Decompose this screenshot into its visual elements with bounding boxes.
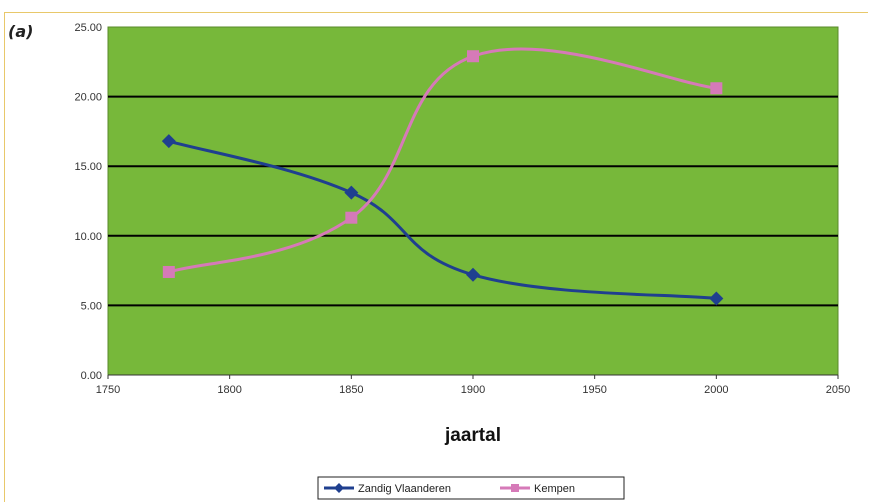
plot-area: [107, 26, 839, 376]
x-tick-label: 1850: [339, 384, 363, 396]
y-tick-label: 0.00: [81, 370, 102, 382]
x-axis-label: jaartal: [444, 425, 501, 446]
data-point-zandig-vlaanderen: [466, 267, 480, 282]
y-tick-label: 20.00: [74, 92, 102, 104]
x-tick-label: 2050: [826, 384, 850, 396]
x-tick-label: 1750: [96, 384, 120, 396]
data-point-kempen: [710, 82, 723, 95]
panel-label: (a): [8, 22, 34, 41]
y-tick-label: 25.00: [74, 22, 102, 34]
data-point-zandig-vlaanderen: [344, 185, 359, 200]
data-point-kempen: [345, 211, 358, 224]
y-tick-label: 10.00: [74, 231, 102, 243]
legend-marker-zandig-vlaanderen: [334, 483, 344, 493]
y-tick-label: 15.00: [74, 161, 102, 173]
x-tick-label: 1950: [582, 384, 606, 396]
legend: Zandig Vlaanderen Kempen: [317, 476, 625, 500]
legend-label-kempen: Kempen: [534, 483, 575, 495]
data-point-kempen: [162, 265, 175, 278]
data-point-kempen: [467, 50, 479, 63]
x-tick-label: 1800: [217, 384, 241, 396]
data-point-zandig-vlaanderen: [161, 134, 176, 149]
y-tick-label: 5.00: [81, 300, 102, 312]
series-line-kempen: [168, 47, 717, 274]
series-line-zandig-vlaanderen: [168, 139, 717, 300]
legend-box: [317, 476, 625, 500]
data-point-zandig-vlaanderen: [709, 291, 724, 306]
figure-frame: [4, 12, 868, 502]
x-tick-label: 2000: [704, 384, 728, 396]
legend-label-zandig-vlaanderen: Zandig Vlaanderen: [358, 483, 451, 495]
legend-marker-kempen: [511, 484, 519, 492]
x-tick-label: 1900: [461, 384, 485, 396]
